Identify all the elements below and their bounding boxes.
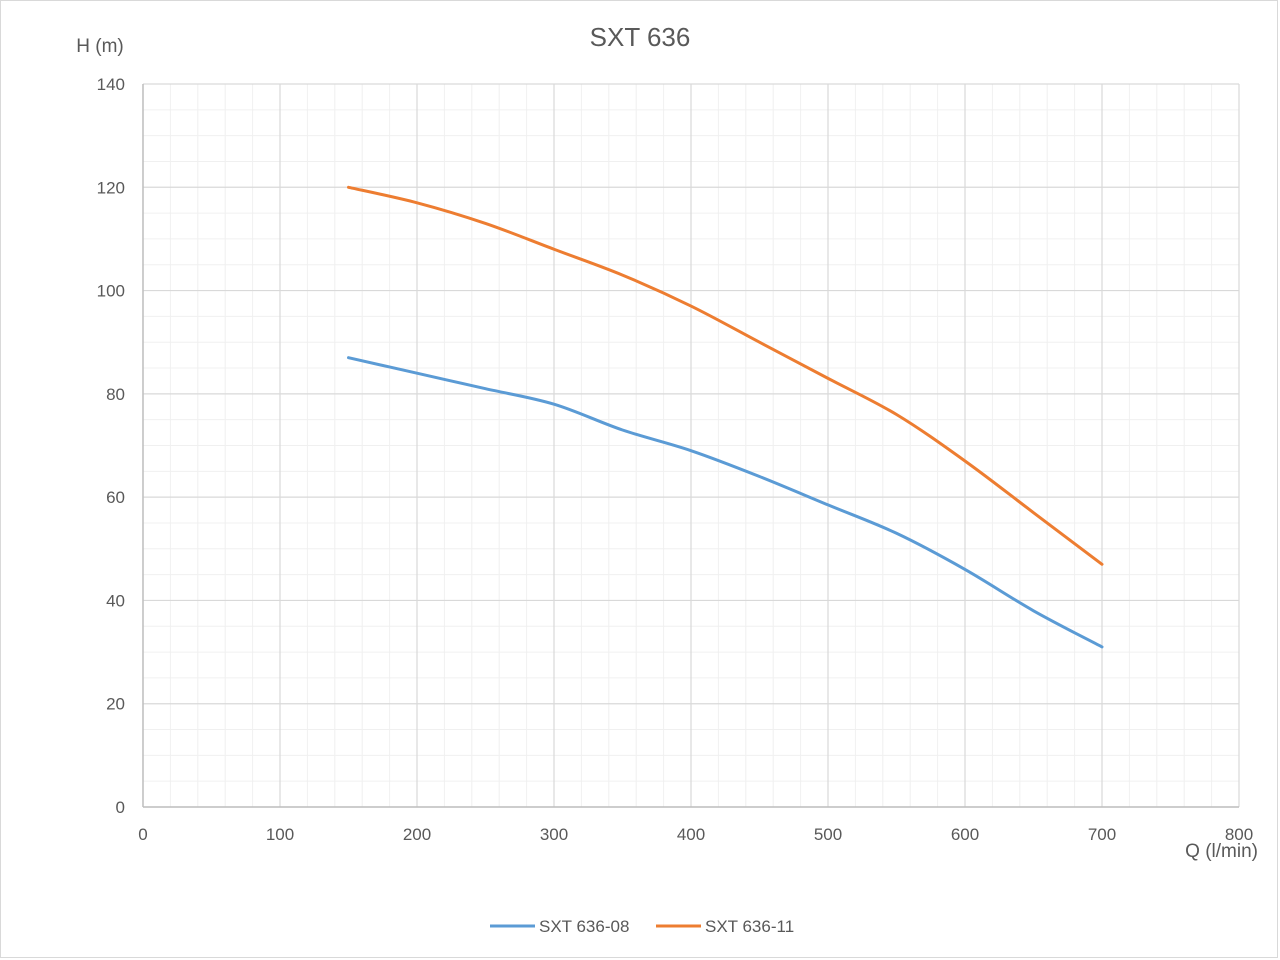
x-tick-label: 500 <box>814 825 842 844</box>
y-tick-label: 60 <box>106 488 125 507</box>
x-tick-label: 200 <box>403 825 431 844</box>
y-tick-label: 0 <box>116 798 125 817</box>
series-line-sxt-636-08 <box>347 356 1104 649</box>
x-tick-label: 0 <box>138 825 147 844</box>
x-tick-label: 400 <box>677 825 705 844</box>
legend: SXT 636-08 SXT 636-11 <box>490 917 794 936</box>
y-tick-label: 20 <box>106 695 125 714</box>
x-tick-label: 700 <box>1088 825 1116 844</box>
major-gridlines <box>142 83 1240 808</box>
legend-label-sxt-636-11: SXT 636-11 <box>705 917 794 936</box>
y-tick-label: 140 <box>97 75 125 94</box>
y-tick-label: 40 <box>106 591 125 610</box>
axes <box>142 84 1239 808</box>
x-tick-label: 800 <box>1225 825 1253 844</box>
x-axis-label: Q (l/min) <box>1185 841 1258 862</box>
y-tick-label: 100 <box>97 282 125 301</box>
y-axis-label: H (m) <box>76 36 123 57</box>
series-line-sxt-636-11 <box>347 185 1104 566</box>
legend-label-sxt-636-08: SXT 636-08 <box>539 917 629 936</box>
x-tick-labels: 0 100 200 300 400 500 600 700 800 <box>138 825 1253 844</box>
y-tick-labels: 0 20 40 60 80 100 120 140 <box>97 75 125 817</box>
x-tick-label: 300 <box>540 825 568 844</box>
x-tick-label: 600 <box>951 825 979 844</box>
series-lines <box>347 185 1104 649</box>
y-tick-label: 120 <box>97 178 125 197</box>
x-tick-label: 100 <box>266 825 294 844</box>
chart-title: SXT 636 <box>590 22 691 52</box>
y-tick-label: 80 <box>106 385 125 404</box>
